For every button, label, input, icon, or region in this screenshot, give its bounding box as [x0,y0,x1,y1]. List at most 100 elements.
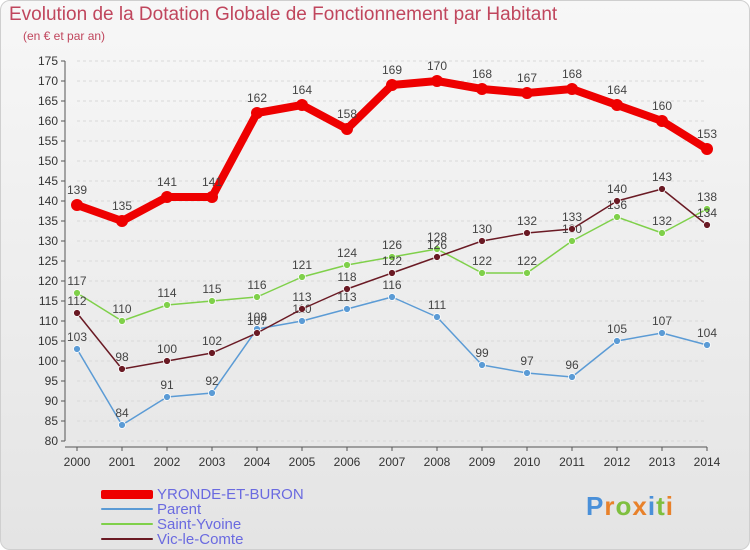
data-label: 128 [427,230,447,244]
legend-label: Saint-Yvoine [157,515,242,533]
data-label: 114 [157,286,176,300]
legend-label: Parent [157,500,202,518]
data-label: 122 [382,254,402,268]
y-tick-label: 140 [38,194,58,208]
data-point [658,229,666,237]
chart-subtitle: (en € et par an) [23,29,106,43]
data-point [73,345,81,353]
data-label: 168 [472,67,492,81]
x-tick-label: 2003 [199,455,226,469]
data-point [206,191,218,203]
x-tick-label: 2013 [649,455,676,469]
y-tick-label: 100 [38,354,58,368]
data-point [613,337,621,345]
x-tick-label: 2008 [424,455,451,469]
y-tick-label: 95 [45,374,59,388]
x-tick-label: 2014 [694,455,721,469]
data-label: 162 [247,91,267,105]
data-label: 170 [427,59,447,73]
data-label: 107 [652,314,672,328]
data-point [296,99,308,111]
data-point [208,297,216,305]
y-tick-label: 85 [45,414,59,428]
data-label: 135 [112,199,132,213]
data-point [298,317,306,325]
data-label: 117 [67,274,86,288]
data-point [116,215,128,227]
data-point [568,225,576,233]
data-point [253,329,261,337]
data-label: 164 [292,83,312,97]
data-point [433,313,441,321]
data-point [656,115,668,127]
data-label: 98 [115,350,129,364]
data-label: 84 [115,406,129,420]
data-point [163,393,171,401]
data-point [118,365,126,373]
data-label: 169 [382,63,402,77]
data-label: 104 [697,326,717,340]
data-label: 168 [562,67,582,81]
legend-item-vic-le-comte: Vic-le-Comte [101,531,243,548]
data-point [388,253,396,261]
x-tick-label: 2006 [334,455,361,469]
data-label: 141 [157,175,177,189]
y-tick-label: 110 [39,314,58,328]
data-point [478,237,486,245]
x-tick-label: 2004 [244,455,271,469]
data-label: 138 [697,190,717,204]
data-label: 91 [160,378,174,392]
brand-logo: Proxiti [586,491,674,521]
data-label: 132 [652,214,672,228]
data-label: 160 [652,99,672,113]
data-point [568,373,576,381]
data-point [163,357,171,365]
x-tick-label: 2012 [604,455,631,469]
data-point [388,293,396,301]
y-tick-label: 105 [38,334,58,348]
y-tick-label: 90 [45,394,59,408]
data-label: 116 [382,278,401,292]
data-label: 113 [337,290,356,304]
legend-swatch [101,523,153,525]
data-label: 126 [382,238,402,252]
x-tick-label: 2005 [289,455,316,469]
data-label: 153 [697,127,717,141]
data-label: 97 [520,354,534,368]
y-tick-label: 115 [39,294,58,308]
data-point [386,79,398,91]
x-tick-label: 2009 [469,455,496,469]
data-label: 110 [112,302,131,316]
chart-title: Evolution de la Dotation Globale de Fonc… [9,4,558,25]
data-point [118,317,126,325]
data-point [433,253,441,261]
x-tick-label: 2001 [109,455,136,469]
y-tick-label: 130 [38,234,58,248]
data-point [703,341,711,349]
data-point [118,421,126,429]
data-point [476,83,488,95]
data-label: 143 [652,170,672,184]
data-point [73,289,81,297]
data-label: 158 [337,107,357,121]
data-point [521,87,533,99]
y-tick-label: 155 [38,134,58,148]
legend-item-yronde-et-buron: YRONDE-ET-BURON [101,486,304,503]
data-point [701,143,713,155]
data-label: 96 [565,358,579,372]
data-point [566,83,578,95]
data-label: 111 [428,298,447,312]
data-point [341,123,353,135]
data-point [431,75,443,87]
data-label: 130 [472,222,492,236]
data-label: 136 [607,198,627,212]
data-point [71,199,83,211]
data-point [343,285,351,293]
y-tick-label: 135 [38,214,58,228]
data-label: 99 [475,346,489,360]
data-point [703,205,711,213]
data-label: 124 [337,246,357,260]
x-tick-label: 2002 [154,455,181,469]
data-label: 116 [247,278,266,292]
